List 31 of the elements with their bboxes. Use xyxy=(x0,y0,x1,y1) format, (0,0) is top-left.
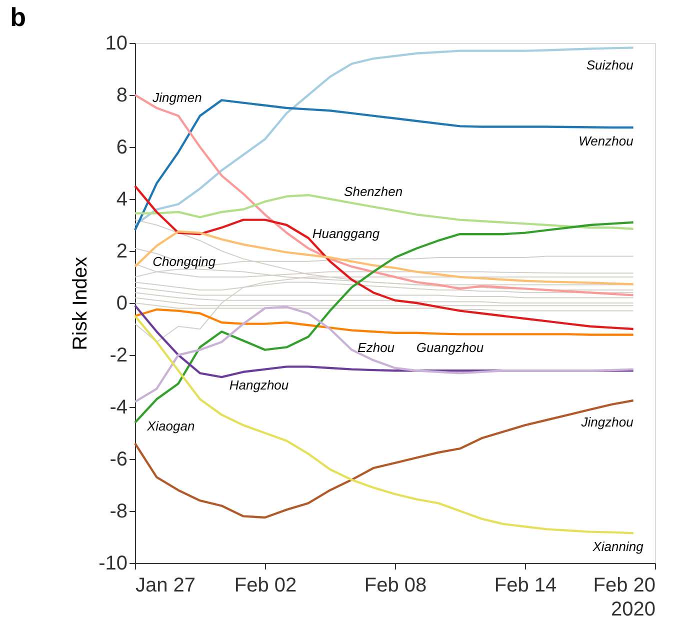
y-tick-label: 0 xyxy=(116,292,128,314)
series-label: Xianning xyxy=(592,539,644,554)
series-label: Guangzhou xyxy=(416,340,484,356)
y-tick-label: -10 xyxy=(98,552,128,574)
y-tick-label: 10 xyxy=(105,32,128,54)
y-tick-label: 6 xyxy=(116,136,128,158)
x-tick-label: Feb 02 xyxy=(234,574,297,596)
chart-title: b xyxy=(10,2,26,32)
x-tick-label: Feb 14 xyxy=(494,574,557,596)
y-tick-label: -2 xyxy=(110,344,128,366)
series-label: Ezhou xyxy=(358,340,395,355)
series-label: Hangzhou xyxy=(229,377,289,392)
series-label: Wenzhou xyxy=(578,134,634,148)
y-tick-label: -6 xyxy=(110,448,128,470)
x-tick-label: Feb 20 xyxy=(593,574,656,596)
series-label: Xiaogan xyxy=(146,418,195,434)
series-label: Shenzhen xyxy=(344,184,403,199)
y-tick-label: 2 xyxy=(116,240,128,262)
series-label: Suizhou xyxy=(586,58,634,73)
series-label: Jingzhou xyxy=(580,414,634,430)
y-tick-label: 8 xyxy=(116,84,128,106)
series-label: Huanggang xyxy=(312,226,380,241)
x-tick-label: Jan 27 xyxy=(136,574,196,596)
x-tick-label: Feb 08 xyxy=(364,574,427,596)
x-axis-title: 2020 xyxy=(611,598,656,620)
y-tick-label: -4 xyxy=(110,396,128,418)
y-tick-label: -8 xyxy=(110,500,128,522)
y-tick-label: 4 xyxy=(116,188,128,210)
y-axis-title: Risk Index xyxy=(70,256,92,350)
series-label: Jingmen xyxy=(152,90,202,105)
series-label: Chongqing xyxy=(152,254,216,269)
